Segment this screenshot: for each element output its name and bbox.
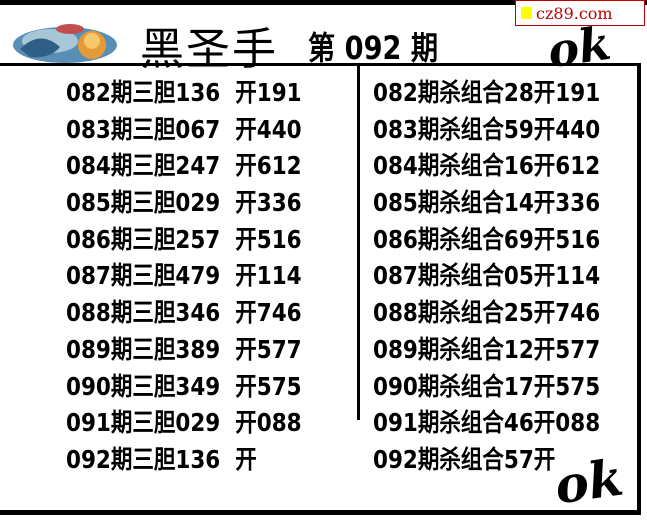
list-item: 084期杀组合16开612 [373,151,601,181]
list-item: 092期三胆136 开 [66,444,257,474]
list-item: 086期杀组合69开516 [373,224,601,254]
list-item: 083期三胆067 开440 [66,114,302,144]
list-item: 088期三胆346 开746 [66,298,302,328]
ok-hand-stamp-icon: ok [551,447,627,516]
list-item: 092期杀组合57开 [373,444,556,474]
top-border [0,0,647,5]
list-item: 091期三胆029 开088 [66,408,302,438]
list-item: 085期三胆029 开336 [66,188,302,218]
list-item: 090期三胆349 开575 [66,371,302,401]
list-item: 085期杀组合14开336 [373,188,601,218]
list-item: 087期杀组合05开114 [373,261,601,291]
yellow-square-icon [521,7,532,19]
list-item: 088期杀组合25开746 [373,298,601,328]
list-item: 082期三胆136 开191 [66,78,302,107]
list-item: 089期三胆389 开577 [66,334,302,364]
content-panel [0,63,641,515]
watermark-text: cz89.com [536,3,613,23]
list-item: 083期杀组合59开440 [373,114,601,144]
header: 黑圣手 第 092 期 [0,5,647,75]
list-item: 086期三胆257 开516 [66,224,302,254]
watermark-badge: cz89.com [515,0,645,26]
list-item: 084期三胆247 开612 [66,151,302,181]
list-item: 089期杀组合12开577 [373,334,601,364]
list-item: 091期杀组合46开088 [373,408,601,438]
issue-number: 第 092 期 [308,29,439,67]
kill-combo-column: 082期杀组合28开191 083期杀组合59开440 084期杀组合16开61… [373,76,637,480]
page-title: 黑圣手 [140,24,278,75]
list-item: 090期杀组合17开575 [373,371,601,401]
column-divider [357,66,360,420]
list-item: 087期三胆479 开114 [66,261,302,291]
three-dan-column: 082期三胆136 开191 083期三胆067 开440 084期三胆247 … [66,76,340,480]
3d-logo-icon [13,24,117,63]
list-item: 082期杀组合28开191 [373,78,601,107]
